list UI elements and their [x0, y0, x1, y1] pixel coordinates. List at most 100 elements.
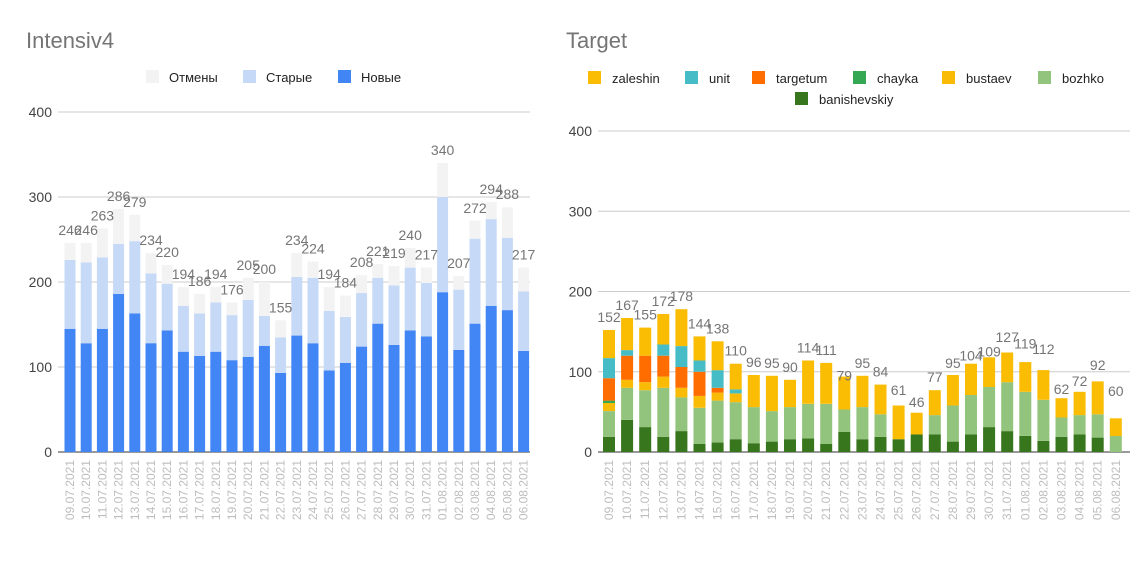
bar-segment [307, 261, 319, 278]
bar-segment [1037, 440, 1050, 452]
bar-segment [711, 387, 724, 393]
x-tick-label: 01.08.2021 [436, 460, 450, 520]
intensiv4-y-axis: 0 100 200 300 400 [29, 104, 53, 460]
bar-segment [145, 273, 157, 344]
bar-segment [603, 411, 615, 437]
bar-segment [1001, 352, 1014, 383]
bar-total-label: 263 [91, 208, 115, 224]
bar-segment [420, 267, 432, 283]
bar-total-label: 234 [139, 232, 163, 248]
x-tick-label: 18.07.2021 [765, 460, 779, 520]
intensiv4-x-axis: 09.07.2021 10.07.2021 11.07.2021 12.07.2021… [63, 460, 531, 520]
x-tick-label: 19.07.2021 [225, 460, 239, 520]
bar-segment [729, 363, 742, 390]
bar-total-label: 217 [512, 247, 536, 263]
bar-segment [675, 387, 688, 398]
bar-segment [129, 214, 141, 242]
bar-segment [874, 414, 887, 437]
x-tick-label: 02.08.2021 [452, 460, 466, 520]
bar-segment [621, 387, 634, 420]
bar-segment [765, 411, 778, 442]
bar-segment [657, 387, 670, 437]
bar-segment [356, 346, 368, 452]
bar-segment [603, 403, 615, 411]
bar-segment [693, 371, 706, 396]
bar-segment [194, 313, 206, 356]
bar-total-label: 92 [1090, 357, 1106, 373]
x-tick-label: 14.07.2021 [144, 460, 158, 520]
bar-total-label: 172 [652, 293, 676, 309]
bar-segment [469, 220, 481, 239]
bar-total-label: 194 [204, 266, 228, 282]
bar-segment [404, 267, 416, 331]
bar-segment [621, 350, 634, 356]
bar-segment [129, 241, 141, 314]
bar-segment [453, 350, 465, 452]
bar-segment [420, 282, 432, 337]
bar-segment [210, 302, 222, 352]
x-tick-label: 11.07.2021 [638, 460, 652, 519]
bar-segment [210, 351, 222, 452]
bar-segment [874, 436, 887, 452]
bar-segment [729, 389, 742, 394]
target-bars [603, 309, 1122, 452]
bar-segment [603, 436, 615, 452]
x-tick-label: 06.08.2021 [517, 460, 531, 520]
bar-segment [928, 415, 941, 435]
bar-segment [1037, 370, 1050, 400]
x-tick-label: 25.07.2021 [322, 460, 336, 520]
bar-total-label: 95 [855, 355, 871, 371]
legend-label-starye: Старые [266, 70, 312, 85]
bar-segment [946, 375, 959, 406]
bar-segment [161, 265, 173, 284]
bar-segment [657, 436, 670, 452]
bar-total-label: 110 [725, 343, 748, 359]
bar-segment [275, 320, 287, 338]
bar-segment [693, 336, 706, 361]
x-tick-label: 21.07.2021 [257, 460, 271, 520]
bar-segment [1055, 398, 1068, 418]
bar-segment [388, 344, 400, 452]
x-tick-label: 10.07.2021 [620, 460, 634, 520]
bar-segment [784, 407, 796, 440]
bar-segment [275, 372, 287, 452]
x-tick-label: 16.07.2021 [729, 460, 743, 520]
bar-total-label: 234 [285, 232, 309, 248]
x-tick-label: 21.07.2021 [819, 460, 833, 520]
bar-total-label: 220 [156, 244, 180, 260]
bar-total-label: 62 [1054, 381, 1070, 397]
x-tick-label: 14.07.2021 [693, 460, 707, 520]
bar-total-label: 288 [496, 186, 520, 202]
bar-segment [765, 375, 778, 412]
bar-segment [1091, 381, 1104, 415]
bar-segment [747, 407, 760, 444]
bar-segment [96, 228, 108, 258]
bar-segment [388, 265, 400, 286]
bar-segment [1109, 418, 1122, 436]
x-tick-label: 26.07.2021 [338, 460, 352, 520]
bar-segment [242, 356, 254, 452]
bar-segment [1019, 391, 1032, 436]
bar-segment [437, 163, 449, 197]
x-tick-label: 29.07.2021 [387, 460, 401, 520]
bar-segment [307, 343, 319, 452]
x-tick-label: 06.08.2021 [1109, 460, 1123, 520]
bar-segment [372, 264, 384, 278]
bar-segment [469, 323, 481, 452]
bar-total-label: 155 [634, 307, 658, 323]
bar-total-label: 208 [350, 254, 374, 270]
x-tick-label: 30.07.2021 [403, 460, 417, 520]
x-tick-label: 24.07.2021 [874, 460, 888, 520]
x-tick-label: 15.07.2021 [711, 460, 725, 520]
bar-total-label: 167 [615, 297, 639, 313]
bar-segment [729, 393, 742, 403]
bar-segment [242, 299, 254, 357]
legend-swatch-otmeny [146, 70, 159, 83]
bar-segment [639, 355, 652, 383]
x-tick-label: 22.07.2021 [837, 460, 851, 520]
bar-segment [675, 397, 688, 432]
bar-segment [226, 315, 238, 361]
bar-total-label: 79 [837, 368, 853, 384]
bar-segment [693, 444, 706, 452]
bar-segment [639, 382, 652, 391]
